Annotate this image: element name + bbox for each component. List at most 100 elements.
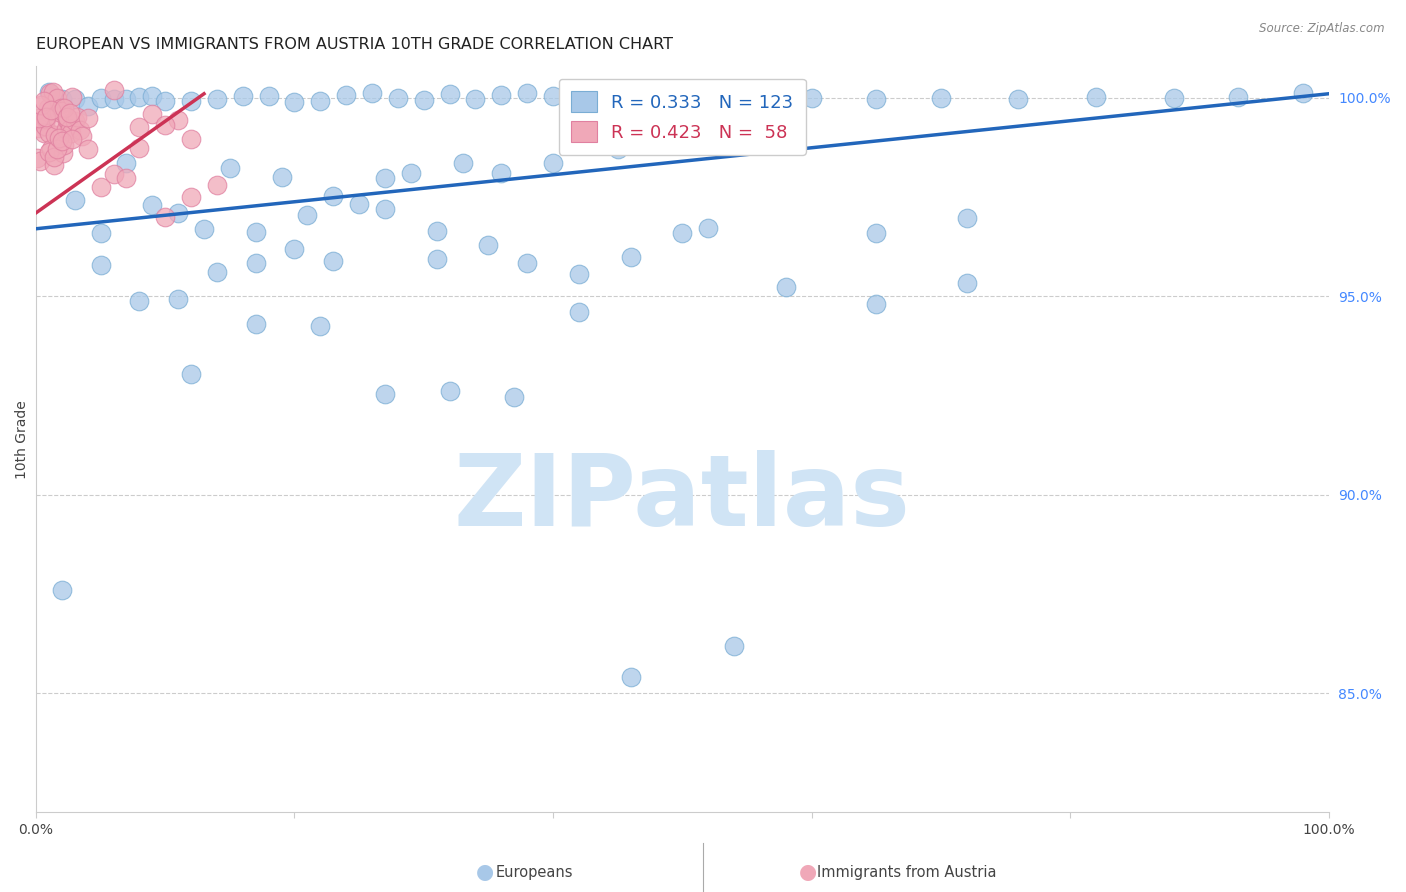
Point xyxy=(37,101,59,115)
Point xyxy=(41,103,63,117)
Point xyxy=(439,384,461,398)
Point xyxy=(374,202,396,216)
Point xyxy=(283,243,305,257)
Point xyxy=(180,367,202,381)
Point xyxy=(32,95,55,109)
Point xyxy=(103,83,125,97)
Point xyxy=(51,583,73,598)
Point xyxy=(335,88,357,103)
Point xyxy=(775,131,797,145)
Point xyxy=(31,113,53,128)
Point xyxy=(205,265,228,279)
Point xyxy=(90,180,112,194)
Point xyxy=(51,104,73,119)
Point xyxy=(90,91,112,105)
Point xyxy=(491,88,513,103)
Point xyxy=(218,161,240,175)
Point xyxy=(257,89,280,103)
Point xyxy=(568,305,591,319)
Point xyxy=(516,86,538,100)
Point xyxy=(115,92,138,106)
Point xyxy=(35,112,58,126)
Point xyxy=(503,390,526,404)
Point xyxy=(671,226,693,240)
Point xyxy=(322,189,344,203)
Point xyxy=(412,93,434,107)
Point xyxy=(155,210,177,224)
Point xyxy=(90,259,112,273)
Point xyxy=(115,171,138,186)
Point xyxy=(49,101,72,115)
Point xyxy=(1292,87,1315,101)
Point xyxy=(1163,90,1185,104)
Point xyxy=(60,132,83,146)
Point xyxy=(361,86,384,100)
Point xyxy=(42,158,65,172)
Point xyxy=(167,292,190,306)
Point xyxy=(155,94,177,108)
Point xyxy=(606,142,628,156)
Point xyxy=(44,128,66,142)
Point xyxy=(76,142,98,156)
Point xyxy=(1007,92,1029,106)
Point xyxy=(541,156,564,170)
Point xyxy=(38,145,60,160)
Point xyxy=(45,142,67,156)
Point xyxy=(141,197,163,211)
Point xyxy=(28,154,51,169)
Point xyxy=(103,92,125,106)
Point xyxy=(956,211,979,225)
Point xyxy=(90,226,112,240)
Point xyxy=(53,101,76,115)
Point xyxy=(723,639,745,653)
Point xyxy=(619,250,641,264)
Point xyxy=(128,294,150,309)
Point xyxy=(956,276,979,290)
Point xyxy=(32,126,55,140)
Point xyxy=(55,121,77,136)
Point xyxy=(63,193,86,207)
Point xyxy=(426,252,449,267)
Point xyxy=(491,166,513,180)
Text: ZIPatlas: ZIPatlas xyxy=(454,450,911,548)
Point xyxy=(245,225,267,239)
Point xyxy=(115,155,138,169)
Point xyxy=(697,220,720,235)
Point xyxy=(309,95,332,109)
Point xyxy=(63,114,86,128)
Point xyxy=(322,253,344,268)
Point xyxy=(30,113,52,128)
Point xyxy=(41,142,63,156)
Point xyxy=(387,91,409,105)
Point xyxy=(568,90,591,104)
Point xyxy=(69,122,91,136)
Point xyxy=(48,104,70,119)
Point xyxy=(46,113,69,128)
Text: EUROPEAN VS IMMIGRANTS FROM AUSTRIA 10TH GRADE CORRELATION CHART: EUROPEAN VS IMMIGRANTS FROM AUSTRIA 10TH… xyxy=(37,37,673,53)
Point xyxy=(283,95,305,109)
Point xyxy=(35,110,58,124)
Point xyxy=(76,98,98,112)
Point xyxy=(593,88,616,103)
Point xyxy=(60,89,83,103)
Text: Source: ZipAtlas.com: Source: ZipAtlas.com xyxy=(1260,22,1385,36)
Point xyxy=(38,85,60,99)
Point xyxy=(59,126,82,140)
Point xyxy=(66,110,89,124)
Point xyxy=(48,131,70,145)
Point xyxy=(464,92,486,106)
Point xyxy=(155,118,177,132)
Point xyxy=(27,120,49,135)
Point xyxy=(232,88,254,103)
Point xyxy=(1227,90,1250,104)
Point xyxy=(58,112,80,127)
Point xyxy=(347,197,370,211)
Legend: R = 0.333   N = 123, R = 0.423   N =  58: R = 0.333 N = 123, R = 0.423 N = 58 xyxy=(558,78,806,154)
Point xyxy=(205,178,228,192)
Point xyxy=(58,122,80,136)
Point xyxy=(167,112,190,127)
Point xyxy=(25,151,48,165)
Point xyxy=(374,171,396,186)
Y-axis label: 10th Grade: 10th Grade xyxy=(15,400,30,479)
Point xyxy=(399,166,422,180)
